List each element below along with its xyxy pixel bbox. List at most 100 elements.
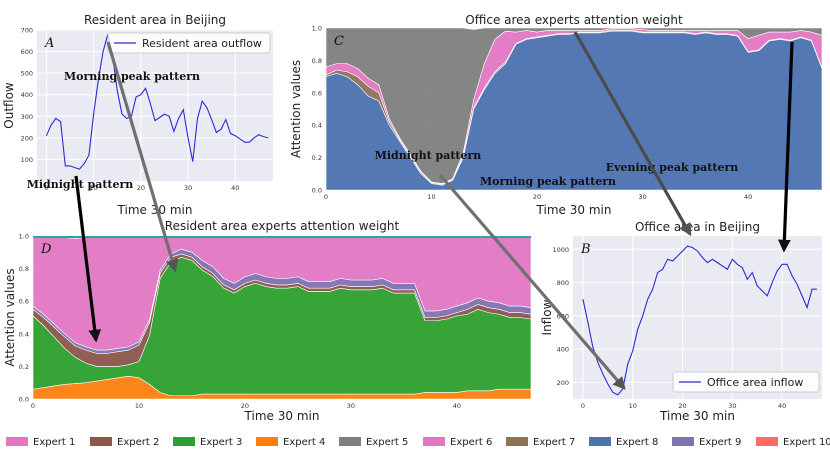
pattern-annotation: Midnight pattern xyxy=(375,149,482,162)
pattern-annotation: Morning peak pattern xyxy=(480,175,616,188)
x-tick-label: 20 xyxy=(137,184,145,192)
legend-item-expert-1: Expert 1 xyxy=(6,437,75,448)
chart-title: Office area in Beijing xyxy=(635,220,760,234)
x-tick-label: 30 xyxy=(184,184,192,192)
y-tick-label: 1.0 xyxy=(312,25,322,33)
y-tick-label: 200 xyxy=(557,379,569,387)
y-tick-label: 400 xyxy=(557,346,569,354)
x-tick-label: 30 xyxy=(638,193,646,201)
legend-item-expert-5: Expert 5 xyxy=(339,437,408,448)
chart-title: Resident area in Beijing xyxy=(84,13,226,27)
panel-D: 0 10 20 30 40 0.0 0.2 0.4 0.6 0.8 1.0 Resident area… xyxy=(3,219,531,423)
y-tick-label: 0.6 xyxy=(312,89,322,97)
legend-label: Expert 10 xyxy=(783,437,830,448)
x-tick-label: 0 xyxy=(44,184,48,192)
y-tick-label: 600 xyxy=(21,48,33,56)
panel-C: 0 10 20 30 40 0.0 0.2 0.4 0.6 0.8 1.0 Office area e… xyxy=(289,13,822,217)
legend-swatch xyxy=(256,437,278,446)
legend-label: Expert 5 xyxy=(366,437,408,448)
series-line xyxy=(582,245,818,396)
y-tick-label: 0.0 xyxy=(312,187,322,195)
x-tick-label: 40 xyxy=(778,402,786,410)
legend-swatch xyxy=(589,437,611,446)
legend-label: Expert 7 xyxy=(533,437,575,448)
x-axis-label: Time 30 min xyxy=(659,409,735,423)
legend-item-expert-6: Expert 6 xyxy=(423,437,492,448)
y-tick-label: 0.8 xyxy=(312,57,322,65)
pattern-arrow-c-to-b xyxy=(438,173,626,390)
x-tick-label: 20 xyxy=(678,402,686,410)
x-tick-label: 20 xyxy=(241,402,249,410)
x-tick-label: 30 xyxy=(347,402,355,410)
legend-label: Expert 3 xyxy=(200,437,242,448)
panel-letter: C xyxy=(334,34,344,49)
y-tick-label: 200 xyxy=(21,134,33,142)
pattern-arrow-c-to-b xyxy=(777,41,794,253)
x-tick-label: 40 xyxy=(231,184,239,192)
y-tick-label: 0.6 xyxy=(19,298,29,306)
legend-label: Resident area outflow xyxy=(142,37,262,50)
y-tick-label: 0.4 xyxy=(19,330,29,338)
x-tick-label: 0 xyxy=(581,402,585,410)
legend-item-expert-7: Expert 7 xyxy=(506,437,575,448)
legend-swatch xyxy=(6,437,28,446)
legend-swatch xyxy=(756,437,778,446)
x-tick-label: 10 xyxy=(629,402,637,410)
legend-label: Expert 4 xyxy=(283,437,325,448)
legend-item-expert-3: Expert 3 xyxy=(173,437,242,448)
pattern-arrow-a-to-d xyxy=(106,41,179,273)
x-tick-label: 0 xyxy=(324,193,328,201)
legend-item-expert-8: Expert 8 xyxy=(589,437,658,448)
y-tick-label: 300 xyxy=(21,113,33,121)
plot-area xyxy=(326,28,822,190)
area-expert-5 xyxy=(326,28,822,184)
legend-label: Expert 6 xyxy=(450,437,492,448)
x-tick-label: 0 xyxy=(31,402,35,410)
y-tick-label: 1.0 xyxy=(19,233,29,241)
x-axis-label: Time 30 min xyxy=(536,203,612,217)
panel-letter: A xyxy=(44,36,54,51)
panel-letter: B xyxy=(580,242,591,257)
x-axis-label: Time 30 min xyxy=(244,409,320,423)
pattern-arrow-a-to-d xyxy=(74,175,102,343)
pattern-annotation: Midnight pattern xyxy=(27,178,134,191)
x-tick-label: 40 xyxy=(744,193,752,201)
y-tick-label: 0.2 xyxy=(312,154,322,162)
plot-background xyxy=(37,30,273,181)
x-axis-label: Time 30 min xyxy=(117,203,193,217)
legend-label: Office area inflow xyxy=(707,376,803,389)
panel-letter: D xyxy=(40,242,52,257)
pattern-arrow-c-to-b xyxy=(573,31,692,237)
y-axis-label: Outflow xyxy=(2,82,16,129)
y-tick-label: 0.8 xyxy=(19,265,29,273)
x-tick-label: 20 xyxy=(533,193,541,201)
y-axis-label: Inflow xyxy=(540,299,554,335)
y-tick-label: 800 xyxy=(557,279,569,287)
plot-area xyxy=(45,34,269,170)
chart-title: Office area experts attention weight xyxy=(465,13,683,27)
y-axis-label: Attention values xyxy=(3,268,17,366)
legend-item-expert-4: Expert 4 xyxy=(256,437,325,448)
legend-swatch xyxy=(423,437,445,446)
series-legend: Office area inflow xyxy=(672,371,820,393)
legend-box xyxy=(672,371,820,393)
legend-label: Expert 2 xyxy=(117,437,159,448)
y-tick-label: 700 xyxy=(21,27,33,35)
legend-label: Expert 1 xyxy=(33,437,75,448)
legend-label: Expert 8 xyxy=(616,437,658,448)
x-tick-label: 10 xyxy=(135,402,143,410)
legend-swatch xyxy=(90,437,112,446)
series-line xyxy=(45,34,269,170)
y-tick-label: 0.0 xyxy=(19,396,29,404)
pattern-annotation: Evening peak pattern xyxy=(606,161,739,174)
chart-title: Resident area experts attention weight xyxy=(165,219,400,233)
legend-swatch xyxy=(506,437,528,446)
y-tick-label: 0.2 xyxy=(19,363,29,371)
x-tick-label: 30 xyxy=(728,402,736,410)
x-tick-label: 10 xyxy=(89,184,97,192)
panel-A: 0 10 20 30 40 100 200 300 400 500 600 700 Resident a… xyxy=(2,13,273,217)
y-axis-label: Attention values xyxy=(289,60,303,158)
legend-item-expert-2: Expert 2 xyxy=(90,437,159,448)
y-tick-label: 500 xyxy=(21,70,33,78)
